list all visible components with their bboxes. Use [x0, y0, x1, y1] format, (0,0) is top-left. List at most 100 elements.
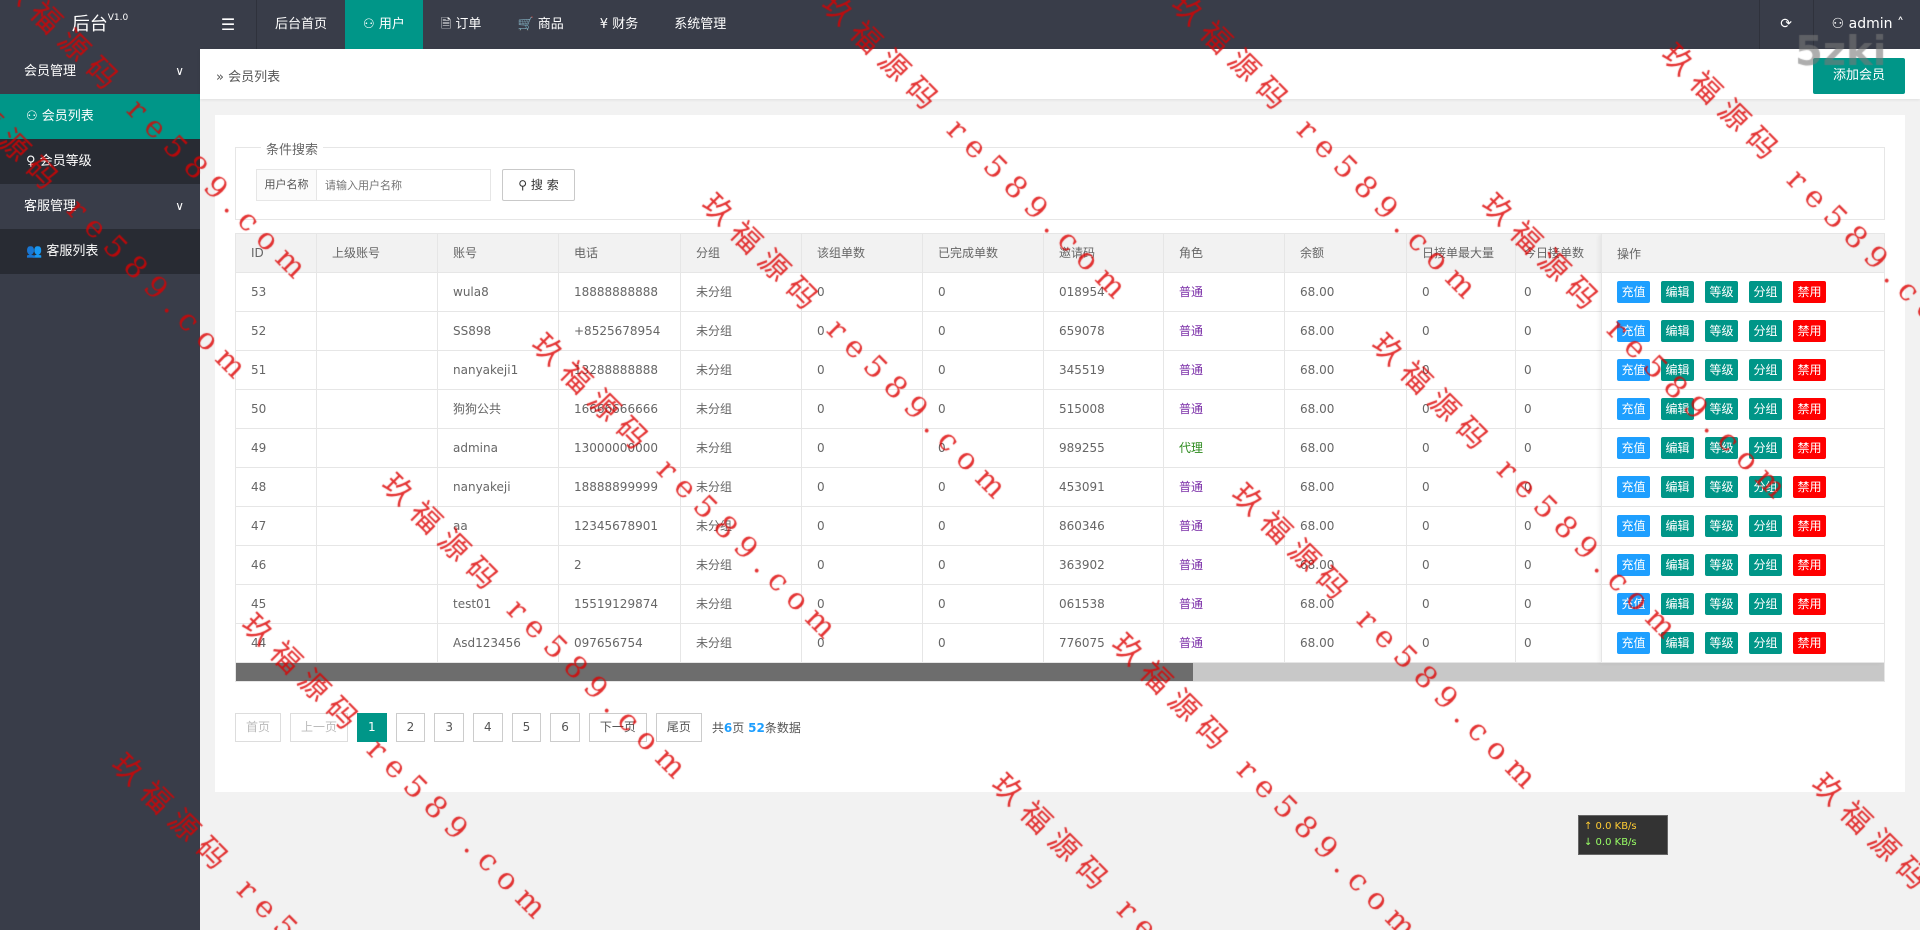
recharge-button[interactable]: 充值	[1617, 359, 1650, 381]
disable-button[interactable]: 禁用	[1793, 632, 1826, 654]
group-button[interactable]: 分组	[1749, 398, 1782, 420]
user-menu[interactable]: ⚇ admin ˄	[1814, 0, 1920, 49]
table-cell-已完成单数: 0	[923, 546, 1044, 585]
level-button[interactable]: 等级	[1705, 515, 1738, 537]
actions-column: 操作 充值 编辑 等级 分组 禁用 充值 编辑 等级 分组 禁用 充值 编辑 等级 分组 禁用 充值 编辑 等级 分组…	[1601, 234, 1884, 663]
edit-button[interactable]: 编辑	[1661, 515, 1694, 537]
table-cell-电话: 15519129874	[559, 585, 681, 624]
nav-products[interactable]: 🛒 商品	[499, 0, 581, 49]
page-button[interactable]: 6	[550, 713, 580, 742]
level-button[interactable]: 等级	[1705, 320, 1738, 342]
disable-button[interactable]: 禁用	[1793, 281, 1826, 303]
menu-toggle-hamburger-icon[interactable]: ☰	[200, 0, 257, 49]
nav-finance[interactable]: ¥ 财务	[582, 0, 656, 49]
disable-button[interactable]: 禁用	[1793, 554, 1826, 576]
edit-button[interactable]: 编辑	[1661, 359, 1694, 381]
group-button[interactable]: 分组	[1749, 281, 1782, 303]
sidebar-group-service[interactable]: 客服管理 ∨	[0, 184, 200, 229]
table-cell-ID: 52	[236, 312, 317, 351]
edit-button[interactable]: 编辑	[1661, 476, 1694, 498]
group-button[interactable]: 分组	[1749, 320, 1782, 342]
page-button[interactable]: 5	[511, 713, 542, 742]
add-member-button[interactable]: 添加会员	[1813, 58, 1905, 94]
recharge-button[interactable]: 充值	[1617, 281, 1650, 303]
table-cell-分组: 未分组	[681, 312, 802, 351]
prev-page-button[interactable]: 上一页	[290, 713, 349, 742]
table-cell-账号: test01	[438, 585, 559, 624]
last-page-button[interactable]: 尾页	[655, 713, 702, 742]
sidebar-group-members[interactable]: 会员管理 ∨	[0, 49, 200, 94]
recharge-button[interactable]: 充值	[1617, 398, 1650, 420]
level-button[interactable]: 等级	[1705, 359, 1738, 381]
edit-button[interactable]: 编辑	[1661, 554, 1694, 576]
column-header: 角色	[1164, 234, 1285, 273]
table-cell-角色: 普通	[1164, 507, 1285, 546]
search-button[interactable]: ⚲ 搜 索	[502, 169, 575, 201]
refresh-icon[interactable]: ⟳	[1758, 0, 1814, 49]
table-cell-分组: 未分组	[681, 273, 802, 312]
disable-button[interactable]: 禁用	[1793, 476, 1826, 498]
content-card: 条件搜索 用户名称 ⚲ 搜 索 ID上级账号账号电话分组该组单数已完成单数邀请码…	[215, 115, 1905, 792]
horizontal-scrollbar[interactable]	[236, 663, 1884, 681]
recharge-button[interactable]: 充值	[1617, 554, 1650, 576]
level-button[interactable]: 等级	[1705, 398, 1738, 420]
sidebar-item-member-list[interactable]: ⚇ 会员列表	[0, 94, 200, 139]
level-button[interactable]: 等级	[1705, 281, 1738, 303]
nav-users[interactable]: ⚇ 用户	[345, 0, 423, 49]
recharge-button[interactable]: 充值	[1617, 476, 1650, 498]
table-cell-分组: 未分组	[681, 468, 802, 507]
recharge-button[interactable]: 充值	[1617, 437, 1650, 459]
recharge-button[interactable]: 充值	[1617, 320, 1650, 342]
nav-orders[interactable]: 🗎 订单	[423, 0, 500, 49]
table-cell-邀请码: 345519	[1044, 351, 1164, 390]
disable-button[interactable]: 禁用	[1793, 437, 1826, 459]
table-cell-账号: Asd123456	[438, 624, 559, 663]
group-button[interactable]: 分组	[1749, 515, 1782, 537]
nav-home[interactable]: 后台首页	[275, 17, 328, 32]
sidebar-item-member-levels[interactable]: ♀ 会员等级	[0, 139, 200, 184]
group-button[interactable]: 分组	[1749, 359, 1782, 381]
scrollbar-thumb[interactable]	[236, 663, 1193, 681]
group-button[interactable]: 分组	[1749, 476, 1782, 498]
edit-button[interactable]: 编辑	[1661, 437, 1694, 459]
level-button[interactable]: 等级	[1705, 437, 1738, 459]
search-label: 搜 索	[530, 178, 559, 192]
table-cell-ID: 48	[236, 468, 317, 507]
username-input[interactable]	[317, 170, 490, 200]
edit-button[interactable]: 编辑	[1661, 320, 1694, 342]
recharge-button[interactable]: 充值	[1617, 593, 1650, 615]
group-button[interactable]: 分组	[1749, 632, 1782, 654]
level-button[interactable]: 等级	[1705, 632, 1738, 654]
level-button[interactable]: 等级	[1705, 593, 1738, 615]
group-button[interactable]: 分组	[1749, 593, 1782, 615]
table-cell-分组: 未分组	[681, 624, 802, 663]
table-cell-电话: 097656754	[559, 624, 681, 663]
next-page-button[interactable]: 下一页	[588, 713, 647, 742]
disable-button[interactable]: 禁用	[1793, 593, 1826, 615]
page-button[interactable]: 1	[357, 713, 387, 742]
first-page-button[interactable]: 首页	[235, 713, 282, 742]
edit-button[interactable]: 编辑	[1661, 632, 1694, 654]
level-button[interactable]: 等级	[1705, 554, 1738, 576]
disable-button[interactable]: 禁用	[1793, 359, 1826, 381]
edit-button[interactable]: 编辑	[1661, 593, 1694, 615]
page-button[interactable]: 4	[472, 713, 503, 742]
nav-system[interactable]: 系统管理	[674, 17, 727, 32]
table-cell-账号	[438, 546, 559, 585]
page-button[interactable]: 3	[434, 713, 464, 742]
disable-button[interactable]: 禁用	[1793, 515, 1826, 537]
disable-button[interactable]: 禁用	[1793, 398, 1826, 420]
members-table: ID 上级账号 账号 电话 分组 该组单数 已完成单数 邀请码 角色 余额 日接单最大量 今日接单数 5…	[235, 233, 1885, 682]
group-button[interactable]: 分组	[1749, 554, 1782, 576]
table-cell-日接单最大量: 0	[1407, 585, 1516, 624]
level-button[interactable]: 等级	[1705, 476, 1738, 498]
disable-button[interactable]: 禁用	[1793, 320, 1826, 342]
page-button[interactable]: 2	[395, 713, 426, 742]
table-cell-ID: 53	[236, 273, 317, 312]
group-button[interactable]: 分组	[1749, 437, 1782, 459]
sidebar-item-service-list[interactable]: 👥 客服列表	[0, 229, 200, 274]
edit-button[interactable]: 编辑	[1661, 398, 1694, 420]
recharge-button[interactable]: 充值	[1617, 515, 1650, 537]
recharge-button[interactable]: 充值	[1617, 632, 1650, 654]
edit-button[interactable]: 编辑	[1661, 281, 1694, 303]
